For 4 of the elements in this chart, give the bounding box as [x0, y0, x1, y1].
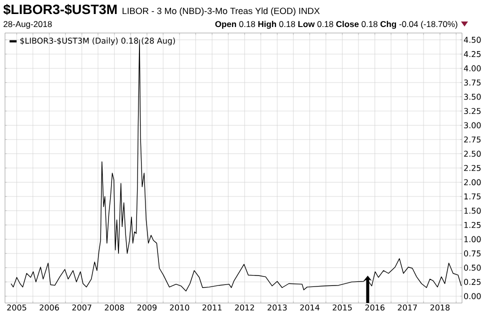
text: Open 0.18 High 0.18 Low 0.18 Close 0.18 Chg -0.04 (-18.70%) — [215, 20, 458, 29]
text: 28-Aug-2018 — [4, 21, 52, 29]
chart-title: $LIBOR3-$UST3M — [3, 4, 117, 15]
chart-subtitle: LIBOR - 3 Mo (NBD)-3-Mo Treas Yld (EOD) INDX — [122, 8, 320, 16]
